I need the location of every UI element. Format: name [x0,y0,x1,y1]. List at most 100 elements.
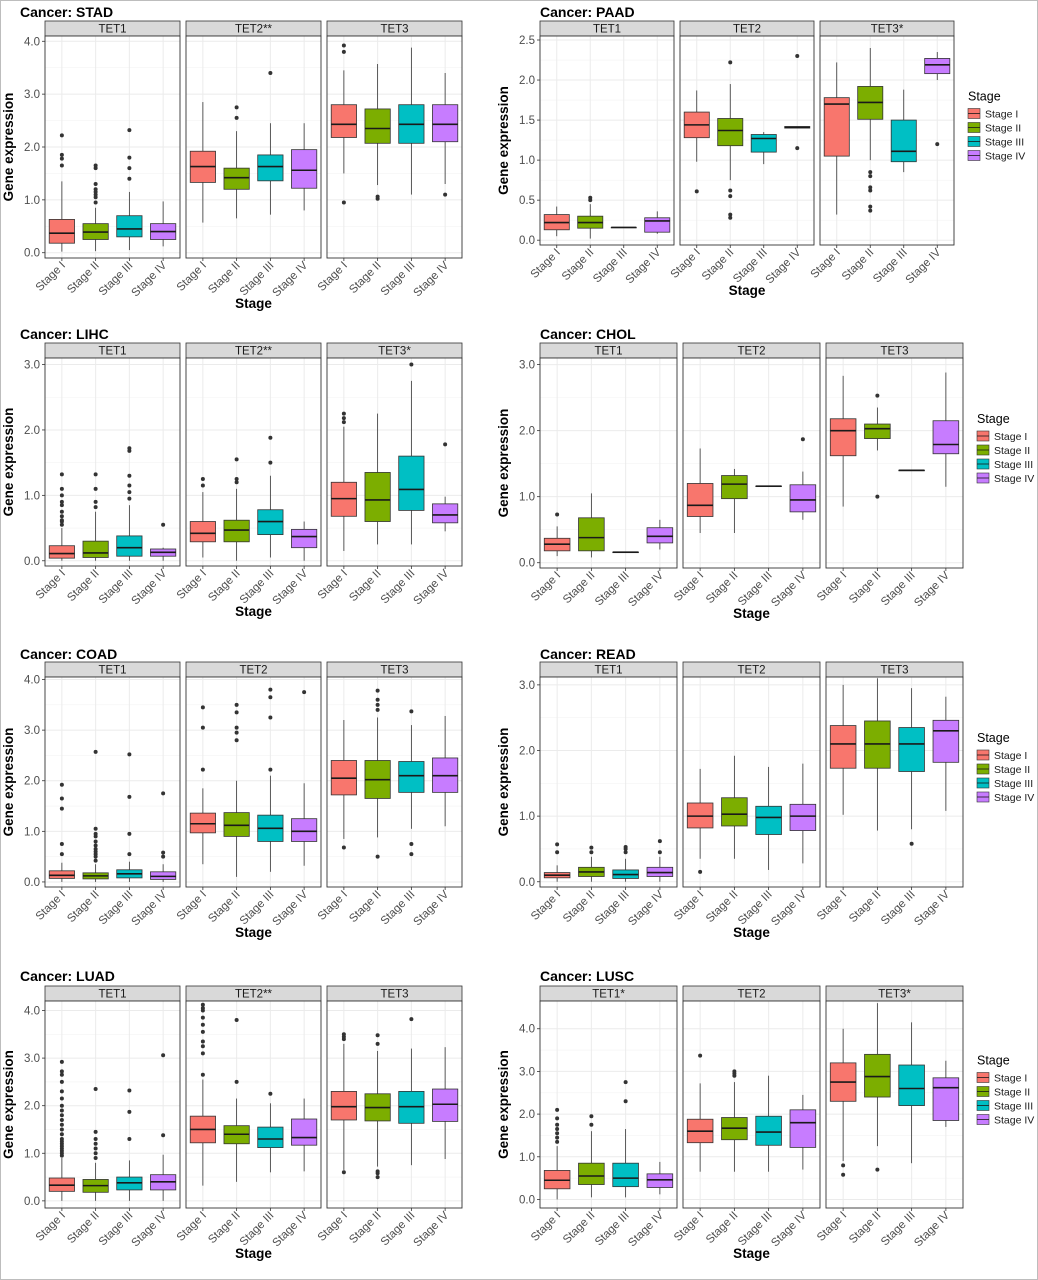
box-stage-ii [223,702,250,877]
x-tick-label: Stage I [175,260,209,294]
facet-label: TET3* [878,989,911,1001]
box-stage-ii [82,163,109,252]
box-stage-ii [864,1003,891,1172]
x-tick-label: Stage IV [130,567,170,607]
outlier-point [409,709,414,714]
outlier-point [555,1122,560,1127]
outlier-point [161,854,166,859]
outlier-point [234,710,239,715]
x-tick-label: Stage IV [912,888,952,928]
box-stage-iv [432,442,459,532]
box-iqr [223,167,250,190]
panel-border [44,357,181,567]
panel-border [326,35,463,259]
box-stage-i [48,782,75,882]
outlier-point [161,850,166,855]
outlier-point [59,499,64,504]
legend: Stage Stage I Stage II Stage III Stage IV [976,412,1034,485]
y-axis-label: Gene expression [1,408,16,517]
x-axis-label: Stage [235,296,272,311]
box-stage-i [543,1107,571,1200]
box-stage-iii [612,844,639,882]
box-stage-iv [924,52,951,147]
x-tick-label: Stage IV [130,888,170,928]
box-stage-ii [82,472,109,561]
panel-background [45,1001,180,1208]
outlier-point [127,496,132,501]
panel-border [326,1000,463,1209]
panel-border [539,676,678,888]
x-tick-label: Stage IV [626,1209,666,1249]
facet-label: TET2 [737,665,765,677]
outlier-point [268,1091,273,1096]
outlier-point [59,509,64,514]
y-axis-label: Gene expression [1,93,16,202]
box-iqr [364,472,391,522]
y-tick-label: 3.0 [24,360,40,372]
outlier-point [93,1087,98,1092]
box-iqr [398,455,425,511]
box-stage-ii [364,688,391,859]
x-tick-label: Stage II [847,1210,884,1247]
box-stage-ii [223,1018,250,1182]
y-tick-label: 1.0 [24,490,40,502]
x-tick-label: Stage I [175,1210,209,1244]
box-stage-iii [755,1075,782,1172]
x-tick-label: Stage IV [271,567,311,607]
box-iqr [829,725,857,769]
y-axis-label: Gene expression [496,86,511,195]
outlier-point [161,522,166,527]
panel-border [44,1000,181,1209]
x-tick-label: Stage II [561,1210,598,1247]
x-tick-label: Stage II [561,889,598,926]
x-tick-label: Stage III [238,889,277,928]
facet-label: TET1 [594,346,622,358]
outlier-point [728,60,733,65]
panel-background [45,677,180,887]
outlier-point [589,850,594,855]
x-tick-label: Stage III [736,889,775,928]
box-stage-ii [721,755,748,859]
box-stage-ii [721,1069,748,1172]
outlier-point [93,1129,98,1134]
box-stage-ii [577,195,604,239]
box-iqr [432,1088,459,1122]
y-tick-label: 2.0 [519,746,535,758]
outlier-point [59,1103,64,1108]
x-tick-label: Stage IV [412,259,452,299]
box-stage-iv [432,1047,459,1159]
x-tick-label: Stage IV [769,569,809,609]
x-tick-label: Stage III [591,247,630,286]
panel-background [683,358,820,568]
facet-label: TET2** [235,989,273,1001]
box-iqr [291,149,318,189]
x-tick-label: Stage I [815,570,849,604]
box-stage-i [189,705,216,865]
outlier-point [127,155,132,160]
y-tick-label: 4.0 [24,36,40,48]
box-stage-iv [646,519,674,550]
box-stage-i [543,842,571,882]
outlier-point [875,1167,880,1172]
panel-background [683,1001,820,1208]
legend-label: Stage IV [985,151,1025,163]
box-iqr [789,484,817,513]
outlier-point [375,1175,380,1180]
legend: Stage Stage I Stage II Stage III Stage IV [976,1054,1034,1127]
legend-title: Stage [977,412,1010,426]
outlier-point [59,1117,64,1122]
outlier-point [728,188,733,193]
outlier-point [732,1069,737,1074]
y-tick-label: 2.0 [24,776,40,788]
outlier-point [59,1122,64,1127]
box-stage-iii [398,362,425,545]
outlier-point [935,142,940,147]
box-stage-iii [257,71,284,215]
facet-label: TET2 [737,346,765,358]
outlier-point [93,499,98,504]
